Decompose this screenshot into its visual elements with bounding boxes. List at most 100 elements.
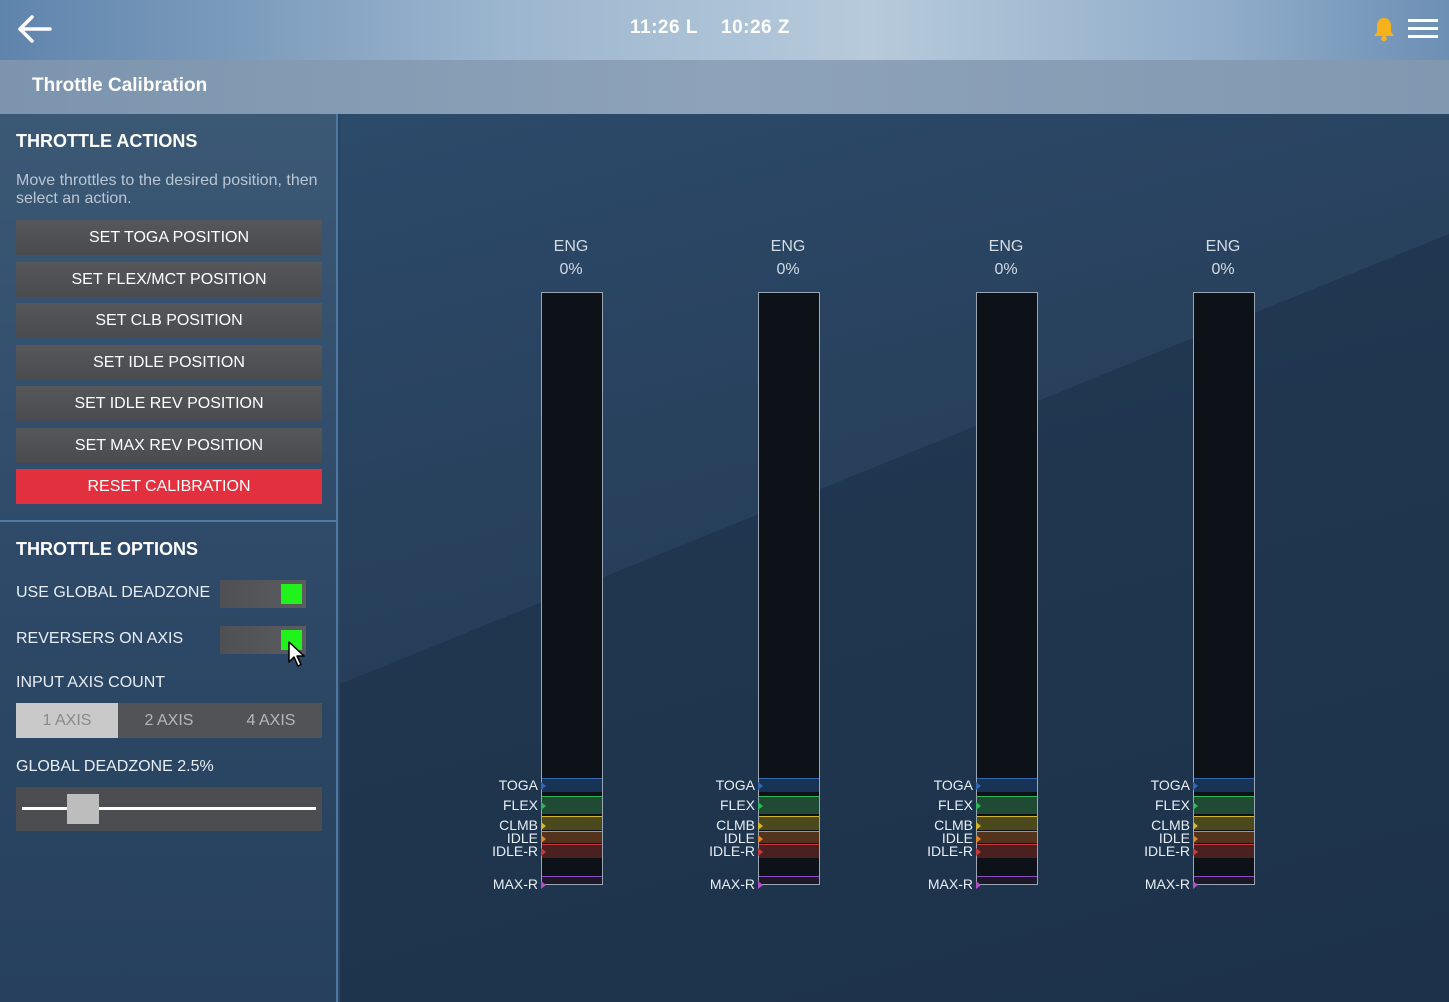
throttle-bar (541, 292, 603, 885)
toga-marker: TOGA (933, 777, 973, 793)
background-shading (340, 234, 1449, 1002)
flex-arrow-icon (758, 802, 763, 810)
bell-icon (1374, 18, 1394, 42)
climb-marker: CLMB (499, 817, 538, 833)
climb-marker: CLMB (716, 817, 755, 833)
max-rev-marker: MAX-R (492, 876, 538, 892)
max-rev-zone (759, 876, 819, 884)
engine-label: ENG (770, 238, 806, 255)
max-rev-zone (542, 876, 602, 884)
max-rev-marker: MAX-R (1144, 876, 1190, 892)
slider-thumb[interactable] (66, 794, 99, 824)
max-rev-marker: MAX-R (927, 876, 973, 892)
max-rev-marker: MAX-R (709, 876, 755, 892)
max-rev-arrow-icon (1193, 881, 1198, 889)
engine-value: 0% (559, 261, 583, 278)
axis-count-selector: 1 AXIS 2 AXIS 4 AXIS (16, 703, 322, 738)
set-max-rev-button[interactable]: SET MAX REV POSITION (16, 428, 322, 463)
menu-button[interactable] (1406, 16, 1440, 42)
flex-marker: FLEX (719, 797, 755, 813)
toga-arrow-icon (758, 782, 763, 790)
engine-column: ENG 0% TOGA FLEX CLMB IDLE IDLE-R MAX-R (708, 114, 868, 1002)
idle-rev-marker: IDLE-R (709, 843, 755, 859)
set-clb-button[interactable]: SET CLB POSITION (16, 303, 322, 338)
reversers-on-axis-toggle[interactable] (220, 626, 306, 654)
throttle-options-title: THROTTLE OPTIONS (16, 539, 198, 559)
climb-marker: CLMB (1151, 817, 1190, 833)
throttle-bar (1193, 292, 1255, 885)
toggle-knob (281, 630, 302, 650)
idle-arrow-icon (1193, 835, 1198, 843)
max-rev-arrow-icon (976, 881, 981, 889)
reversers-on-axis-label: REVERSERS ON AXIS (16, 630, 184, 647)
input-axis-count-label: INPUT AXIS COUNT (16, 674, 166, 691)
max-rev-zone (977, 876, 1037, 884)
toga-arrow-icon (1193, 782, 1198, 790)
throttle-actions-title: THROTTLE ACTIONS (16, 131, 198, 151)
idle-rev-arrow-icon (976, 848, 981, 856)
engine-label: ENG (988, 238, 1024, 255)
idle-rev-arrow-icon (1193, 848, 1198, 856)
flex-arrow-icon (1193, 802, 1198, 810)
sidebar: THROTTLE ACTIONS Move throttles to the d… (0, 114, 338, 1002)
arrow-left-icon (18, 15, 52, 43)
flex-arrow-icon (541, 802, 546, 810)
page-title: Throttle Calibration (32, 75, 208, 96)
toga-marker: TOGA (498, 777, 538, 793)
climb-arrow-icon (541, 822, 546, 830)
flex-zone (542, 796, 602, 814)
climb-zone (977, 816, 1037, 830)
toga-zone (977, 778, 1037, 792)
global-deadzone-slider[interactable] (16, 787, 322, 831)
toga-arrow-icon (976, 782, 981, 790)
idle-rev-marker: IDLE-R (492, 843, 538, 859)
use-global-deadzone-toggle[interactable] (220, 580, 306, 608)
flex-marker: FLEX (937, 797, 973, 813)
axis-option-1[interactable]: 1 AXIS (16, 703, 118, 738)
set-flex-mct-button[interactable]: SET FLEX/MCT POSITION (16, 262, 322, 297)
climb-zone (542, 816, 602, 830)
max-rev-arrow-icon (758, 881, 763, 889)
reset-calibration-button[interactable]: RESET CALIBRATION (16, 469, 322, 504)
toga-marker: TOGA (1150, 777, 1190, 793)
idle-zone (759, 831, 819, 843)
flex-zone (759, 796, 819, 814)
max-rev-zone (1194, 876, 1254, 884)
idle-rev-zone (759, 844, 819, 858)
climb-zone (1194, 816, 1254, 830)
use-global-deadzone-label: USE GLOBAL DEADZONE (16, 584, 211, 601)
throttle-display-area: ENG 0% TOGA FLEX CLMB IDLE IDLE-R MAX-R (340, 114, 1449, 1002)
idle-marker: IDLE (506, 830, 538, 846)
axis-option-2[interactable]: 2 AXIS (144, 712, 194, 729)
set-idle-rev-button[interactable]: SET IDLE REV POSITION (16, 386, 322, 421)
engine-label: ENG (1205, 238, 1241, 255)
global-deadzone-label: GLOBAL DEADZONE 2.5% (16, 758, 214, 775)
flex-marker: FLEX (502, 797, 538, 813)
climb-arrow-icon (758, 822, 763, 830)
actions-hint: Move throttles to the desired position, … (16, 172, 318, 207)
flex-zone (977, 796, 1037, 814)
axis-option-4[interactable]: 4 AXIS (246, 712, 296, 729)
set-idle-button[interactable]: SET IDLE POSITION (16, 345, 322, 380)
climb-arrow-icon (1193, 822, 1198, 830)
local-time: 11:26 L (630, 17, 698, 38)
engine-value: 0% (994, 261, 1018, 278)
idle-rev-arrow-icon (758, 848, 763, 856)
flex-marker: FLEX (1154, 797, 1190, 813)
back-button[interactable] (14, 12, 54, 46)
climb-zone (759, 816, 819, 830)
idle-rev-marker: IDLE-R (1144, 843, 1190, 859)
max-rev-arrow-icon (541, 881, 546, 889)
set-toga-button[interactable]: SET TOGA POSITION (16, 220, 322, 255)
toga-zone (1194, 778, 1254, 792)
idle-marker: IDLE (723, 830, 755, 846)
idle-rev-zone (542, 844, 602, 858)
engine-value: 0% (1211, 261, 1235, 278)
idle-arrow-icon (758, 835, 763, 843)
notifications-button[interactable] (1372, 16, 1396, 42)
toga-zone (759, 778, 819, 792)
idle-marker: IDLE (1158, 830, 1190, 846)
toga-zone (542, 778, 602, 792)
engine-value: 0% (776, 261, 800, 278)
idle-rev-marker: IDLE-R (927, 843, 973, 859)
